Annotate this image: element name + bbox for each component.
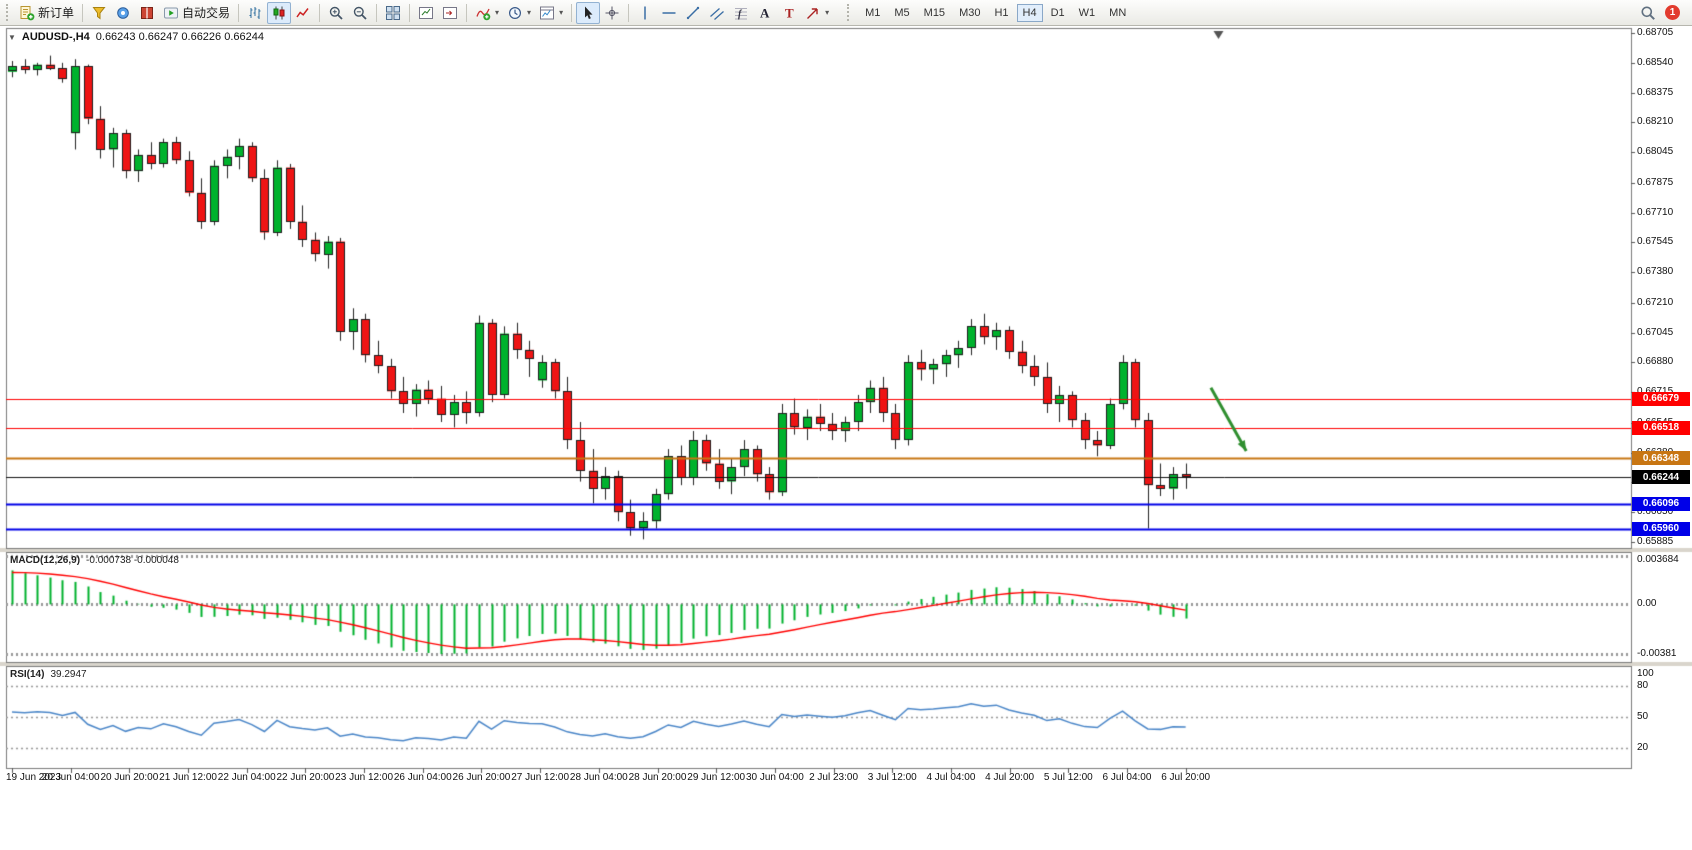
ohlc-values: 0.66243 0.66247 0.66226 0.66244 — [95, 31, 264, 43]
toolbar-separator — [238, 3, 240, 22]
auto-trading-button-label: 自动交易 — [182, 6, 231, 20]
cursor-button[interactable] — [576, 1, 601, 24]
toolbar-separator — [376, 3, 378, 22]
timeframe-toolbar: M1 M5 M15 M30 H1 H4 D1 W1 MN — [858, 3, 1133, 22]
line-chart-button[interactable] — [291, 2, 315, 24]
periods-icon — [507, 5, 523, 21]
timeframe-mn[interactable]: MN — [1109, 6, 1127, 19]
timeframe-m5[interactable]: M5 — [894, 6, 910, 19]
templates-icon — [539, 5, 555, 21]
bar-chart-button[interactable] — [243, 2, 267, 24]
chart-shift-button[interactable] — [414, 2, 438, 24]
candle-chart-icon — [271, 5, 287, 21]
chart-symbol-label: ▼ AUDUSD-,H4 0.66243 0.66247 0.66226 0.6… — [8, 31, 264, 43]
hline-icon — [661, 5, 677, 21]
crosshair-button[interactable] — [600, 2, 624, 24]
new-order-icon — [19, 5, 35, 21]
toolbar-right: 1 — [1640, 5, 1688, 21]
zoom-in-icon — [328, 5, 344, 21]
chart-shift-icon — [418, 5, 434, 21]
fibonacci-icon: f — [733, 5, 749, 21]
autotrade-icon — [163, 5, 179, 21]
macd-name: MACD(12,26,9) — [10, 555, 81, 566]
one-click-trading-expander[interactable]: ▼ — [8, 32, 16, 42]
toolbar-separator — [319, 3, 321, 22]
search-button[interactable] — [1640, 5, 1656, 21]
text-icon: A — [757, 5, 773, 21]
bar-chart-icon — [247, 5, 263, 21]
tile-windows-button[interactable] — [381, 2, 405, 24]
timeframe-h4[interactable]: H4 — [1016, 3, 1043, 22]
filter-button[interactable] — [87, 2, 111, 24]
toolbar-buttons: 新订单 自动交易 ▾ ▾ ▾ f A T ▾ — [15, 1, 833, 24]
text-button[interactable]: A — [753, 2, 777, 24]
fibonacci-button[interactable]: f — [729, 2, 753, 24]
line-chart-icon — [295, 5, 311, 21]
label-button[interactable]: T — [777, 2, 801, 24]
arrows-icon — [805, 5, 821, 21]
timeframe-toolbar-grip[interactable] — [847, 4, 851, 21]
trendline-button[interactable] — [681, 2, 705, 24]
toolbar-separator — [628, 3, 630, 22]
timeframe-m1[interactable]: M1 — [865, 6, 881, 19]
dropdown-caret-icon: ▾ — [559, 8, 564, 17]
svg-text:f: f — [738, 9, 743, 20]
channel-icon — [709, 5, 725, 21]
periods-button[interactable]: ▾ — [503, 2, 535, 24]
cursor-icon — [580, 5, 596, 21]
vertical-line-button[interactable] — [633, 2, 657, 24]
horizontal-line-button[interactable] — [657, 2, 681, 24]
toolbar: 新订单 自动交易 ▾ ▾ ▾ f A T ▾ M1 M5 M15 M30 H1 H4 D1 W1 MN 1 — [0, 0, 1692, 26]
indicators-button[interactable]: ▾ — [471, 2, 503, 24]
vline-icon — [637, 5, 653, 21]
search-icon — [1640, 5, 1656, 21]
trendline-icon — [685, 5, 701, 21]
timeframe-d1[interactable]: D1 — [1050, 6, 1065, 19]
macd-indicator-label: MACD(12,26,9) -0.000738 -0.000048 — [10, 555, 179, 566]
funnel-icon — [91, 5, 107, 21]
rsi-value: 39.2947 — [50, 669, 87, 680]
svg-text:T: T — [785, 5, 794, 20]
book-icon — [139, 5, 155, 21]
toolbar-separator — [466, 3, 468, 22]
tile-windows-icon — [385, 5, 401, 21]
symbol-timeframe-label: AUDUSD-,H4 — [21, 31, 90, 43]
candlestick-chart-button[interactable] — [267, 1, 292, 24]
auto-trading-button[interactable]: 自动交易 — [159, 2, 234, 24]
indicators-icon — [475, 5, 491, 21]
headset-icon — [115, 5, 131, 21]
toolbar-separator — [571, 3, 573, 22]
new-order-button-label: 新订单 — [38, 6, 75, 20]
dropdown-caret-icon: ▾ — [527, 8, 532, 17]
zoom-in-button[interactable] — [324, 2, 348, 24]
timeframe-w1[interactable]: W1 — [1078, 6, 1096, 19]
support-button[interactable] — [111, 2, 135, 24]
new-order-button[interactable]: 新订单 — [15, 2, 78, 24]
channel-button[interactable] — [705, 2, 729, 24]
macd-values: -0.000738 -0.000048 — [86, 555, 179, 566]
timeframe-m30[interactable]: M30 — [959, 6, 981, 19]
notification-badge[interactable]: 1 — [1665, 5, 1680, 20]
auto-scroll-button[interactable] — [438, 2, 462, 24]
arrows-button[interactable]: ▾ — [801, 2, 833, 24]
svg-text:A: A — [760, 5, 770, 20]
toolbar-grip[interactable] — [6, 4, 10, 21]
dropdown-caret-icon: ▾ — [495, 8, 500, 17]
auto-scroll-icon — [442, 5, 458, 21]
timeframe-m15[interactable]: M15 — [923, 6, 946, 19]
label-icon: T — [781, 5, 797, 21]
zoom-out-button[interactable] — [348, 2, 372, 24]
toolbar-separator — [409, 3, 411, 22]
journal-button[interactable] — [135, 2, 159, 24]
templates-button[interactable]: ▾ — [535, 2, 567, 24]
toolbar-separator — [82, 3, 84, 22]
zoom-out-icon — [352, 5, 368, 21]
crosshair-icon — [604, 5, 620, 21]
rsi-indicator-label: RSI(14) 39.2947 — [10, 669, 87, 680]
rsi-name: RSI(14) — [10, 669, 45, 680]
timeframe-h1[interactable]: H1 — [994, 6, 1009, 19]
dropdown-caret-icon: ▾ — [825, 8, 830, 17]
